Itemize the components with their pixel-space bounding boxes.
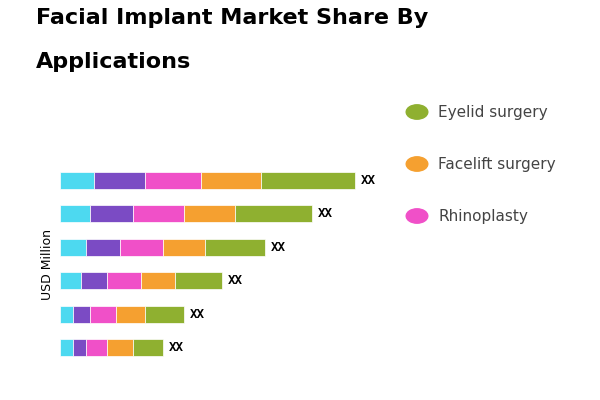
Bar xyxy=(116,306,145,323)
Text: Rhinoplasty: Rhinoplasty xyxy=(438,208,528,224)
Text: XX: XX xyxy=(190,308,205,321)
Bar xyxy=(60,306,73,323)
Text: XX: XX xyxy=(271,241,286,254)
Bar xyxy=(205,239,265,256)
Bar xyxy=(73,306,90,323)
Bar xyxy=(120,239,163,256)
Bar xyxy=(163,239,205,256)
Text: Applications: Applications xyxy=(36,52,191,72)
Bar xyxy=(175,272,223,289)
Text: Facial Implant Market Share By: Facial Implant Market Share By xyxy=(36,8,428,28)
Bar xyxy=(141,272,175,289)
Text: XX: XX xyxy=(318,207,333,220)
Y-axis label: USD Million: USD Million xyxy=(41,228,55,300)
Bar xyxy=(201,172,261,188)
Bar xyxy=(60,205,90,222)
Bar xyxy=(133,340,163,356)
Text: Eyelid surgery: Eyelid surgery xyxy=(438,104,548,120)
Text: XX: XX xyxy=(169,341,184,354)
Bar xyxy=(60,239,86,256)
Text: XX: XX xyxy=(229,274,244,287)
Bar xyxy=(184,205,235,222)
Bar xyxy=(145,172,201,188)
Bar xyxy=(82,272,107,289)
Bar xyxy=(107,272,141,289)
Bar xyxy=(90,306,116,323)
Bar xyxy=(133,205,184,222)
Bar xyxy=(86,340,107,356)
Bar xyxy=(94,172,145,188)
Bar xyxy=(86,239,120,256)
Bar xyxy=(60,272,82,289)
Bar xyxy=(235,205,312,222)
Bar xyxy=(261,172,355,188)
Bar xyxy=(60,340,73,356)
Bar xyxy=(73,340,86,356)
Bar xyxy=(145,306,184,323)
Text: Facelift surgery: Facelift surgery xyxy=(438,156,556,172)
Bar xyxy=(90,205,133,222)
Bar xyxy=(107,340,133,356)
Text: XX: XX xyxy=(361,174,376,187)
Bar xyxy=(60,172,94,188)
